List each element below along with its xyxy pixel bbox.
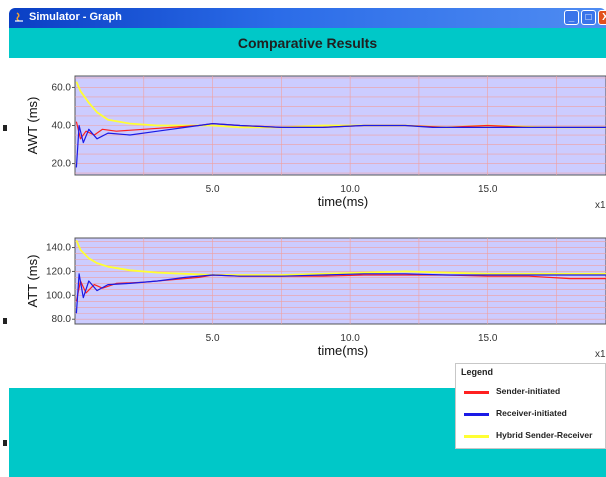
y-tick-label: 80.0 xyxy=(52,314,72,325)
x-tick-label: 10.0 xyxy=(340,184,360,195)
window-titlebar[interactable]: Simulator - Graph _ □ X xyxy=(9,8,606,28)
y-tick-label: 140.0 xyxy=(46,243,71,254)
edge-mark xyxy=(3,125,7,131)
y-tick-label: 20.0 xyxy=(52,159,72,170)
legend-label: Sender-initiated xyxy=(496,386,561,396)
att-chart: 80.0 100.0 120.0 140.0 5.0 10.0 15.0 ATT (ms) ti… xyxy=(9,230,606,390)
legend-label: Hybrid Sender-Receiver xyxy=(496,430,593,440)
close-button[interactable]: X xyxy=(598,10,606,25)
close-icon: X xyxy=(602,12,606,23)
x-axis-exponent: x1 xyxy=(595,200,606,211)
y-axis-label: ATT (ms) xyxy=(25,255,40,308)
window-title: Simulator - Graph xyxy=(29,11,122,23)
java-app-icon xyxy=(15,12,23,22)
y-axis-label: AWT (ms) xyxy=(25,97,40,155)
x-axis-exponent: x1 xyxy=(595,349,606,360)
series-line-receiver-initiated xyxy=(75,273,606,314)
legend-panel: Legend Sender-initiated Receiver-initiat… xyxy=(455,363,606,449)
legend-item-sender: Sender-initiated xyxy=(456,386,606,400)
y-tick-label: 40.0 xyxy=(52,121,72,132)
legend-label: Receiver-initiated xyxy=(496,408,567,418)
legend-swatch xyxy=(464,435,489,438)
maximize-button[interactable]: □ xyxy=(581,10,596,25)
x-tick-label: 5.0 xyxy=(206,333,220,344)
y-tick-label: 60.0 xyxy=(52,82,72,93)
y-tick-label: 100.0 xyxy=(46,290,71,301)
edge-mark xyxy=(3,318,7,324)
edge-mark xyxy=(3,440,7,446)
legend-item-receiver: Receiver-initiated xyxy=(456,408,606,422)
left-edge-strip xyxy=(0,0,9,477)
att-chart-svg: 80.0 100.0 120.0 140.0 5.0 10.0 15.0 ATT (ms) ti… xyxy=(25,237,606,360)
legend-swatch xyxy=(464,413,489,416)
maximize-icon: □ xyxy=(585,12,592,23)
x-tick-label: 5.0 xyxy=(206,184,220,195)
header-band: Comparative Results xyxy=(9,28,606,58)
page-title: Comparative Results xyxy=(237,35,378,51)
y-tick-label: 120.0 xyxy=(46,266,71,277)
x-axis-label: time(ms) xyxy=(318,343,369,358)
awt-chart: 20.0 40.0 60.0 5.0 10.0 15.0 AWT (ms) time(ms) x… xyxy=(9,68,606,238)
legend-swatch xyxy=(464,391,489,394)
x-tick-label: 10.0 xyxy=(340,333,360,344)
legend-title: Legend xyxy=(461,367,494,377)
x-axis-label: time(ms) xyxy=(318,194,369,209)
minimize-button[interactable]: _ xyxy=(564,10,579,25)
series-line-receiver-initiated xyxy=(75,122,606,168)
window-body: Comparative Results 20.0 40.0 60.0 5.0 10.0 1… xyxy=(9,28,606,477)
x-tick-label: 15.0 xyxy=(478,333,498,344)
minimize-icon: _ xyxy=(568,12,575,23)
legend-item-hybrid: Hybrid Sender-Receiver xyxy=(456,430,606,444)
x-tick-label: 15.0 xyxy=(478,184,498,195)
awt-chart-svg: 20.0 40.0 60.0 5.0 10.0 15.0 AWT (ms) time(ms) x… xyxy=(25,75,606,211)
